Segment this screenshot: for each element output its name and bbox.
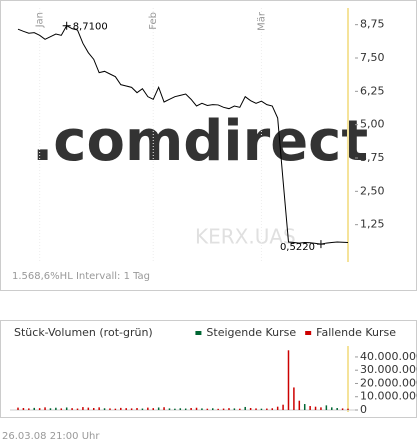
volume-bar <box>152 408 154 410</box>
volume-bar <box>331 407 333 410</box>
y-tick-label: 7,50 <box>360 51 385 64</box>
volume-bar <box>244 406 246 410</box>
volume-bar <box>303 404 306 410</box>
volume-bar <box>98 407 100 410</box>
volume-bar <box>120 407 122 410</box>
volume-bar <box>228 408 230 410</box>
volume-bar <box>179 408 182 410</box>
volume-bar <box>109 408 111 410</box>
volume-bar <box>92 408 95 410</box>
annotation-marker <box>316 240 325 249</box>
volume-bar <box>320 407 322 410</box>
volume-bar <box>174 408 176 410</box>
legend-label: Steigende Kurse <box>206 326 296 339</box>
volume-bar <box>271 408 274 410</box>
volume-bar <box>147 407 149 410</box>
volume-bar <box>65 407 68 410</box>
y-tick-label: 5,00 <box>360 118 385 131</box>
volume-bar <box>55 407 57 410</box>
volume-bar <box>233 408 236 410</box>
volume-bar <box>239 408 241 410</box>
y-tick-label: 0 <box>360 403 367 416</box>
x-tick-label: Jan <box>35 12 46 28</box>
volume-bar <box>71 408 73 410</box>
volume-bar <box>287 350 290 410</box>
volume-bar <box>114 408 117 410</box>
price-line <box>17 25 349 245</box>
volume-bar <box>255 408 257 410</box>
volume-bar <box>325 405 328 410</box>
volume-bar <box>212 408 214 410</box>
volume-bar <box>49 408 52 410</box>
y-tick-label: 10.000.000 <box>360 390 417 403</box>
volume-bar <box>276 406 279 410</box>
volume-bar <box>87 407 90 410</box>
y-tick-label: 1,25 <box>360 218 385 231</box>
y-tick-label: 3,75 <box>360 151 385 164</box>
volume-bar <box>190 408 192 410</box>
volume-bar <box>298 400 301 410</box>
y-tick-label: 30.000.000 <box>360 363 417 376</box>
volume-bar <box>136 408 138 410</box>
annotation-label: 0,5220 <box>280 242 315 253</box>
legend-swatch <box>305 331 312 335</box>
y-tick-label: 6,25 <box>360 84 385 97</box>
symbol-watermark: KERX.UAS <box>195 225 296 249</box>
volume-bar <box>17 407 19 410</box>
volume-bar <box>33 407 35 410</box>
volume-bar <box>293 387 295 410</box>
volume-bar <box>76 408 79 410</box>
legend-label: Fallende Kurse <box>316 326 396 339</box>
volume-bar <box>184 408 187 410</box>
volume-bar <box>22 408 25 410</box>
volume-bar <box>163 407 165 410</box>
x-tick-label: Feb <box>148 12 159 30</box>
volume-bar <box>141 408 144 410</box>
volume-bar <box>206 408 209 410</box>
volume-bar <box>157 407 160 410</box>
volume-bar <box>217 408 219 410</box>
volume-bar <box>195 407 198 410</box>
volume-bar <box>249 408 252 410</box>
y-tick-label: 40.000.000 <box>360 350 417 363</box>
x-tick-label: Mär <box>256 11 267 31</box>
volume-bar <box>44 407 46 410</box>
volume-bar <box>201 408 203 410</box>
volume-bar <box>314 406 317 410</box>
volume-bar <box>222 408 225 410</box>
annotation-label: 8,7100 <box>73 22 108 33</box>
y-tick-label: 2,50 <box>360 184 385 197</box>
volume-bar <box>103 408 106 410</box>
volume-bar <box>266 408 268 410</box>
volume-bar <box>130 408 133 410</box>
y-tick-label: 20.000.000 <box>360 376 417 389</box>
volume-bar <box>125 408 127 410</box>
volume-bar <box>28 408 30 410</box>
caption: 1.568,6%HL Intervall: 1 Tag <box>12 271 150 282</box>
volume-bar <box>341 408 344 410</box>
legend-swatch <box>195 331 202 335</box>
volume-bar <box>347 408 349 410</box>
volume-bar <box>260 408 263 410</box>
watermark: .comdirect <box>32 109 368 174</box>
volume-bar <box>60 408 63 410</box>
annotation-marker <box>62 21 71 30</box>
volume-bar <box>82 407 84 410</box>
y-tick-label: 8,75 <box>360 18 385 31</box>
timestamp: 26.03.08 21:00 Uhr <box>2 431 100 442</box>
volume-bar <box>168 408 171 410</box>
volume-title: Stück-Volumen (rot-grün) <box>14 326 153 339</box>
volume-bar <box>336 408 338 410</box>
volume-bar <box>38 408 41 410</box>
volume-bar <box>282 404 284 410</box>
volume-bar <box>309 406 311 410</box>
